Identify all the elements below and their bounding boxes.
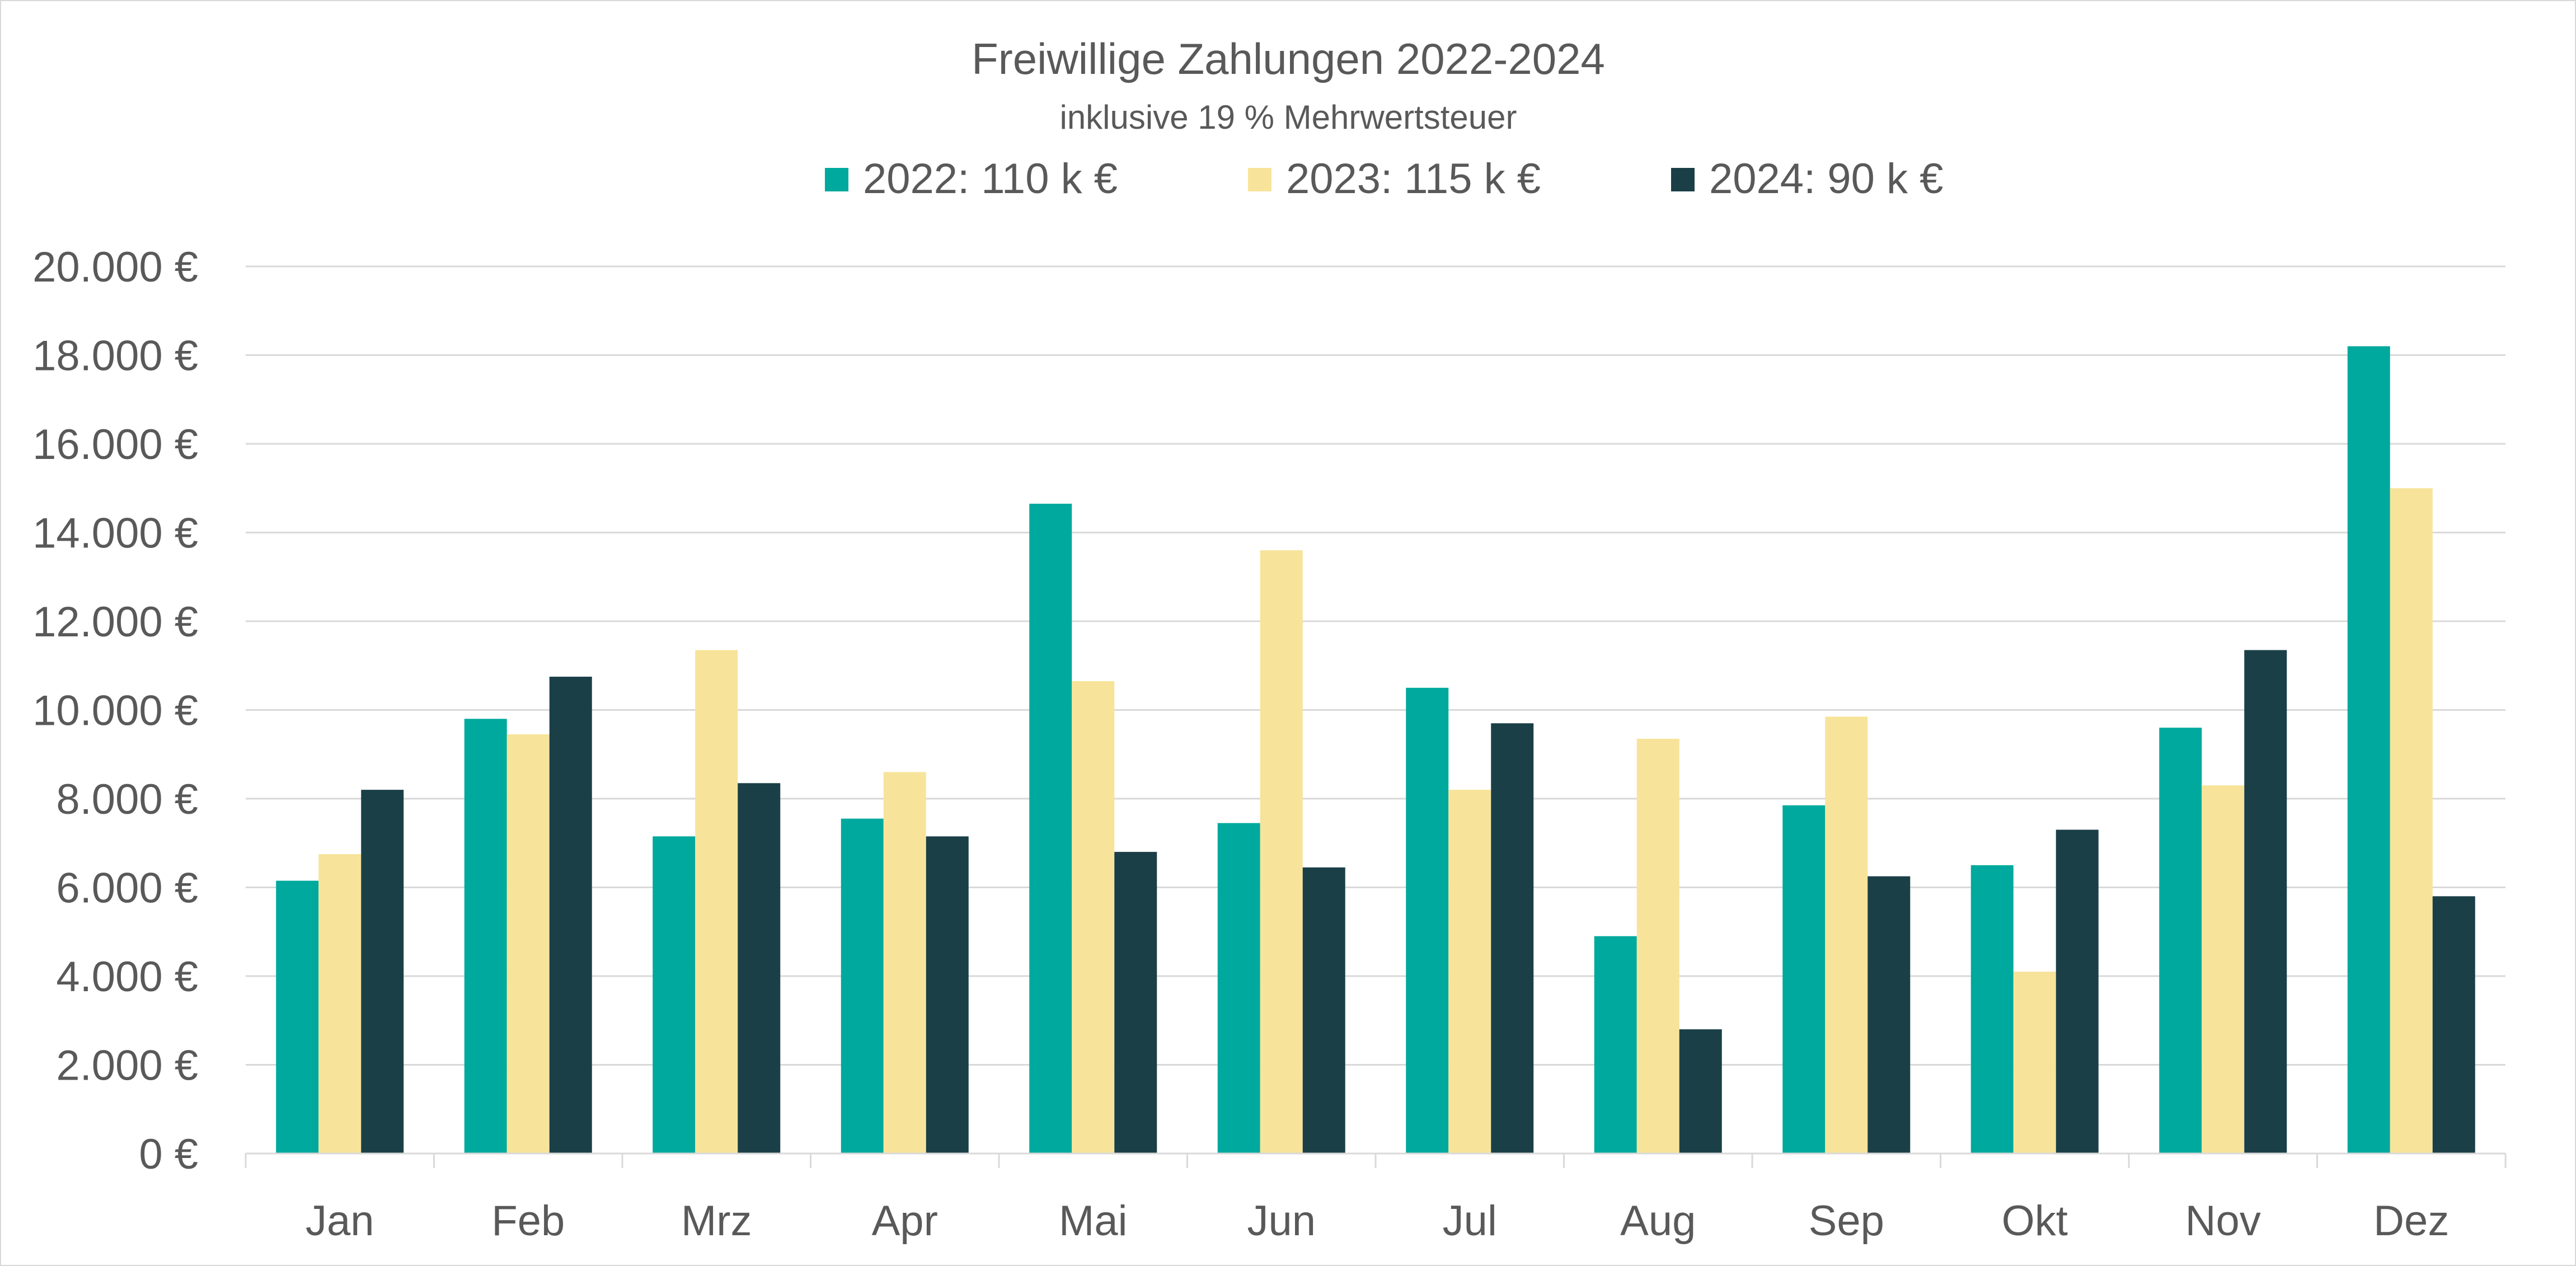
bar-okt-2022 — [1970, 865, 2014, 1154]
y-tick-label: 10.000 € — [32, 687, 198, 735]
y-tick-label: 8.000 € — [56, 776, 198, 823]
bar-sep-2022 — [1782, 805, 1826, 1154]
bar-jun-2023 — [1260, 550, 1303, 1154]
bar-mai-2023 — [1072, 681, 1115, 1154]
bar-feb-2022 — [464, 719, 507, 1154]
y-axis: 0 € 2.000 € 4.000 € 6.000 € 8.000 € 10.000 € 1… — [32, 243, 198, 1178]
bars — [276, 346, 2475, 1154]
chart-subtitle: inklusive 19 % Mehrwertsteuer — [1059, 99, 1517, 136]
x-tick-label: Mrz — [681, 1197, 752, 1245]
bar-aug-2022 — [1594, 936, 1637, 1154]
bar-okt-2023 — [2013, 972, 2056, 1154]
x-tick-label: Feb — [491, 1197, 565, 1245]
legend-swatch — [825, 168, 848, 191]
x-tick-label: Dez — [2373, 1197, 2449, 1245]
bar-jan-2022 — [276, 880, 319, 1154]
y-tick-label: 4.000 € — [56, 953, 198, 1001]
x-tick-label: Nov — [2185, 1197, 2261, 1245]
y-tick-label: 14.000 € — [32, 510, 198, 557]
y-tick-label: 12.000 € — [32, 598, 198, 646]
bar-apr-2024 — [926, 836, 969, 1154]
x-tick-label: Sep — [1809, 1197, 1884, 1245]
bar-aug-2024 — [1679, 1029, 1722, 1154]
x-tick-label: Mai — [1059, 1197, 1127, 1245]
chart-title: Freiwillige Zahlungen 2022-2024 — [972, 34, 1605, 83]
y-tick-label: 2.000 € — [56, 1042, 198, 1090]
bar-nov-2022 — [2159, 728, 2202, 1154]
bar-sep-2023 — [1825, 716, 1868, 1154]
x-tick-label: Apr — [872, 1197, 938, 1245]
bar-jan-2023 — [318, 854, 362, 1154]
y-tick-label: 18.000 € — [32, 332, 198, 380]
y-tick-label: 16.000 € — [32, 421, 198, 468]
bar-mrz-2023 — [695, 650, 738, 1154]
bar-mrz-2022 — [653, 836, 696, 1154]
bar-apr-2022 — [841, 818, 884, 1154]
legend-swatch — [1248, 168, 1271, 191]
legend-swatch — [1671, 168, 1695, 191]
legend-label: 2024: 90 k € — [1709, 155, 1943, 203]
x-tick-label: Okt — [2002, 1197, 2068, 1245]
bar-sep-2024 — [1868, 876, 1911, 1154]
bar-jul-2024 — [1491, 723, 1534, 1154]
bar-jul-2023 — [1448, 790, 1491, 1154]
bar-jul-2022 — [1406, 687, 1449, 1154]
bar-feb-2024 — [549, 677, 592, 1154]
y-tick-label: 20.000 € — [32, 243, 198, 291]
gridlines — [246, 265, 2505, 1066]
bar-apr-2023 — [883, 772, 926, 1154]
x-tick-label: Jul — [1443, 1197, 1497, 1245]
legend-label: 2023: 115 k € — [1286, 155, 1541, 203]
bar-mai-2022 — [1029, 503, 1072, 1154]
bar-nov-2023 — [2202, 785, 2245, 1154]
bar-dez-2024 — [2432, 896, 2475, 1154]
x-tick-label: Jun — [1247, 1197, 1316, 1245]
bar-mrz-2024 — [738, 783, 781, 1154]
bar-dez-2022 — [2347, 346, 2390, 1154]
x-tick-label: Jan — [306, 1197, 374, 1245]
legend-label: 2022: 110 k € — [863, 155, 1118, 203]
y-tick-label: 0 € — [139, 1131, 198, 1178]
bar-okt-2024 — [2056, 829, 2099, 1154]
bar-dez-2023 — [2390, 488, 2433, 1154]
x-tick-label: Aug — [1620, 1197, 1696, 1245]
y-tick-label: 6.000 € — [56, 865, 198, 912]
bar-jun-2022 — [1217, 823, 1260, 1154]
bar-jan-2024 — [361, 790, 404, 1154]
bar-mai-2024 — [1114, 852, 1157, 1154]
bar-aug-2023 — [1636, 739, 1679, 1154]
bar-feb-2023 — [506, 734, 550, 1154]
bar-nov-2024 — [2244, 650, 2287, 1154]
bar-jun-2024 — [1302, 867, 1345, 1154]
legend: 2022: 110 k € 2023: 115 k € 2024: 90 k € — [825, 155, 1943, 203]
x-axis: Jan Feb Mrz Apr Mai Jun Jul Aug Sep Okt Nov Dez — [245, 1152, 2507, 1245]
